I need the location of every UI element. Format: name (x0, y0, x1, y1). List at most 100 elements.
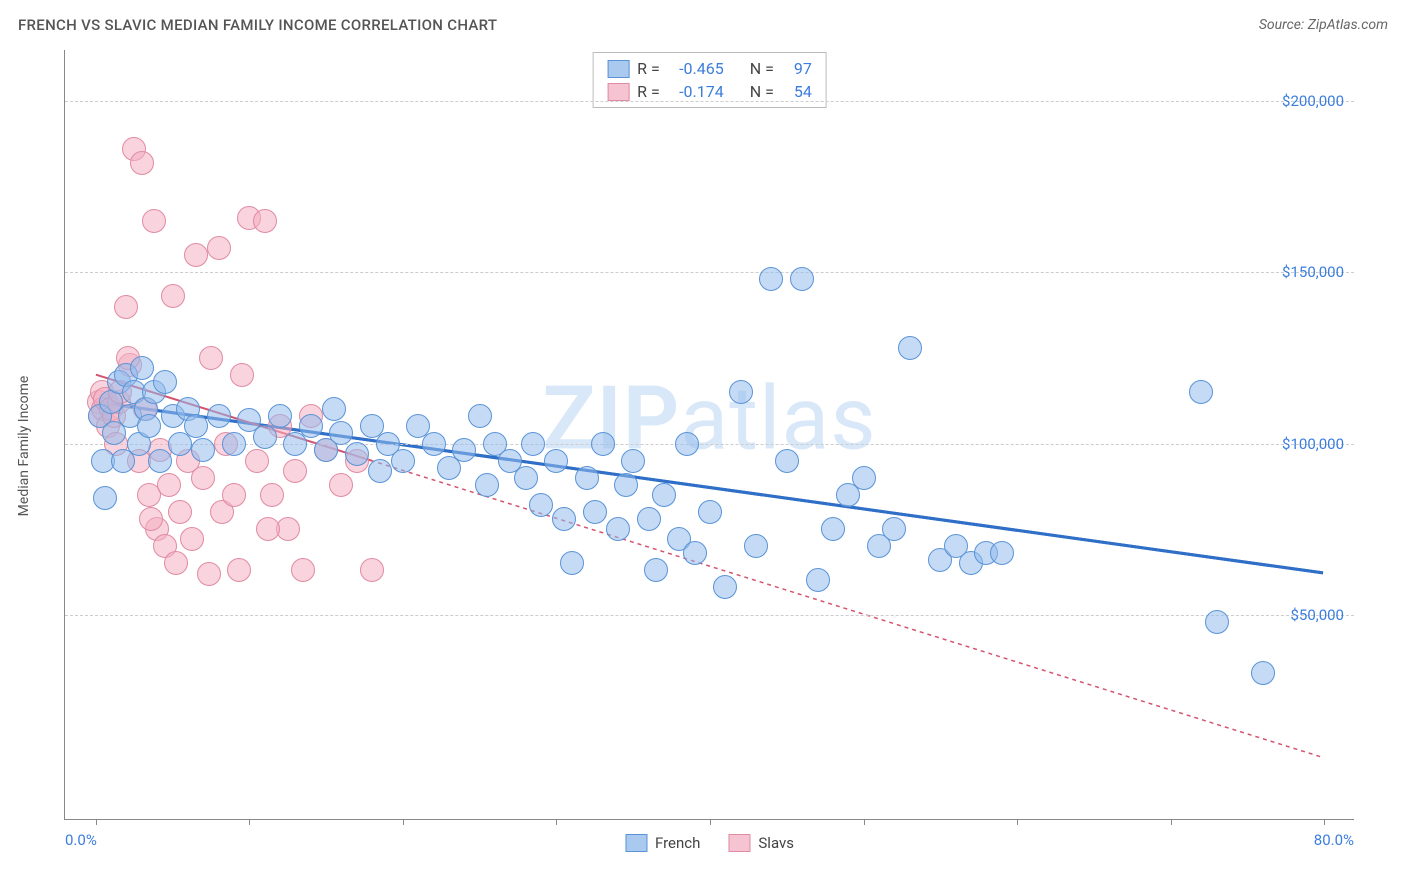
stat-r-value: -0.465 (668, 59, 724, 78)
data-point-french (345, 442, 369, 466)
x-max-label: 80.0% (1314, 831, 1354, 849)
data-point-french (1205, 610, 1229, 634)
data-point-french (299, 414, 323, 438)
data-point-french (268, 404, 292, 428)
stat-r-label: R = (637, 82, 660, 101)
data-point-french (775, 449, 799, 473)
legend-swatch (607, 83, 629, 101)
data-point-french (1251, 661, 1275, 685)
data-point-french (759, 267, 783, 291)
x-min-label: 0.0% (65, 831, 97, 849)
data-point-french (514, 466, 538, 490)
data-point-french (560, 551, 584, 575)
data-point-french (652, 483, 676, 507)
data-point-slavs (139, 507, 163, 531)
data-point-slavs (142, 209, 166, 233)
x-tick (1171, 819, 1172, 825)
legend-swatch (625, 834, 647, 852)
data-point-french (322, 397, 346, 421)
data-point-french (153, 370, 177, 394)
data-point-french (644, 558, 668, 582)
chart-title: FRENCH VS SLAVIC MEDIAN FAMILY INCOME CO… (18, 16, 497, 34)
data-point-slavs (222, 483, 246, 507)
data-point-slavs (199, 346, 223, 370)
gridline (65, 101, 1354, 102)
x-tick (864, 819, 865, 825)
legend-item: Slavs (728, 834, 794, 852)
data-point-slavs (168, 500, 192, 524)
y-tick-label: $50,000 (1290, 606, 1344, 624)
data-point-french (468, 404, 492, 428)
data-point-french (148, 449, 172, 473)
data-point-french (207, 404, 231, 428)
data-point-french (606, 517, 630, 541)
data-point-french (683, 541, 707, 565)
data-point-french (898, 336, 922, 360)
data-point-french (806, 568, 830, 592)
legend-swatch (607, 60, 629, 78)
stat-r-value: -0.174 (668, 82, 724, 101)
data-point-french (529, 493, 553, 517)
y-axis-title: Median Family Income (16, 376, 32, 517)
data-point-french (184, 414, 208, 438)
gridline (65, 272, 1354, 273)
x-tick (403, 819, 404, 825)
data-point-slavs (197, 562, 221, 586)
data-point-french (675, 432, 699, 456)
plot-area: ZIPatlas R = -0.465 N = 97 R = -0.174 N … (64, 50, 1354, 820)
data-point-slavs (283, 459, 307, 483)
data-point-slavs (130, 151, 154, 175)
x-tick (710, 819, 711, 825)
data-point-slavs (180, 527, 204, 551)
stat-n-label: N = (750, 82, 774, 101)
data-point-slavs (260, 483, 284, 507)
data-point-french (521, 432, 545, 456)
data-point-slavs (253, 209, 277, 233)
data-point-french (637, 507, 661, 531)
data-point-french (790, 267, 814, 291)
data-point-slavs (227, 558, 251, 582)
data-point-french (591, 432, 615, 456)
data-point-french (575, 466, 599, 490)
data-point-slavs (157, 473, 181, 497)
data-point-french (990, 541, 1014, 565)
legend-stat-row: R = -0.174 N = 54 (607, 80, 812, 103)
watermark: ZIPatlas (542, 368, 876, 471)
data-point-french (852, 466, 876, 490)
legend-item: French (625, 834, 700, 852)
data-point-slavs (161, 284, 185, 308)
data-point-french (544, 449, 568, 473)
data-point-slavs (114, 295, 138, 319)
data-point-french (137, 414, 161, 438)
y-tick-label: $200,000 (1282, 92, 1344, 110)
x-tick (1017, 819, 1018, 825)
data-point-french (713, 575, 737, 599)
data-point-french (253, 425, 277, 449)
data-point-french (452, 438, 476, 462)
data-point-slavs (207, 236, 231, 260)
data-point-french (475, 473, 499, 497)
gridline (65, 615, 1354, 616)
data-point-french (552, 507, 576, 531)
x-tick (249, 819, 250, 825)
data-point-french (191, 438, 215, 462)
data-point-french (130, 356, 154, 380)
data-point-slavs (164, 551, 188, 575)
data-point-slavs (184, 243, 208, 267)
data-point-french (391, 449, 415, 473)
data-point-slavs (191, 466, 215, 490)
stat-r-label: R = (637, 59, 660, 78)
data-point-slavs (291, 558, 315, 582)
data-point-french (329, 421, 353, 445)
data-point-slavs (256, 517, 280, 541)
x-tick (96, 819, 97, 825)
legend-stat-row: R = -0.465 N = 97 (607, 57, 812, 80)
data-point-slavs (245, 449, 269, 473)
data-point-french (583, 500, 607, 524)
data-point-french (368, 459, 392, 483)
legend-series: French Slavs (625, 834, 794, 852)
stat-n-label: N = (750, 59, 774, 78)
data-point-slavs (329, 473, 353, 497)
stat-n-value: 97 (782, 59, 812, 78)
correlation-chart: FRENCH VS SLAVIC MEDIAN FAMILY INCOME CO… (10, 10, 1396, 882)
